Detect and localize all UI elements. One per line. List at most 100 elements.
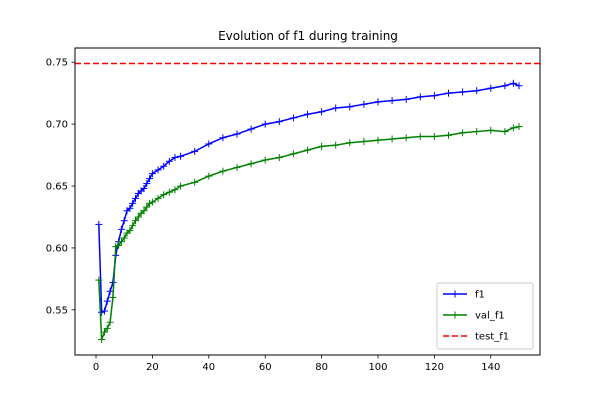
series-val-f1-point	[134, 213, 142, 221]
x-tick-label: 0	[93, 362, 99, 373]
series-val-f1-point	[247, 160, 255, 168]
legend-item-val-f1: val_f1	[443, 311, 505, 322]
series-val-f1-point	[275, 154, 283, 162]
series-val-f1-point	[402, 134, 410, 142]
series-val-f1-point	[106, 318, 114, 326]
series-f1-point	[219, 134, 227, 142]
series-f1-point	[129, 199, 137, 207]
x-tick-label: 20	[146, 362, 159, 373]
series-f1-point	[346, 103, 354, 111]
series-val-f1-point	[304, 146, 311, 154]
series-f1-point	[318, 108, 326, 116]
y-tick-label: 0.55	[46, 305, 68, 316]
series-val-f1-point	[98, 336, 106, 344]
series-val-f1-point	[430, 133, 438, 141]
series-f1-point	[304, 110, 311, 118]
legend-item-f1: f1	[443, 290, 485, 301]
series-val-f1-point	[165, 188, 173, 196]
series-val-f1-point	[416, 133, 424, 141]
series-f1-point	[261, 120, 269, 128]
plot-content	[75, 62, 540, 344]
series-val-f1-point	[191, 178, 199, 186]
series-f1-point	[487, 84, 495, 92]
chart-title: Evolution of f1 during training	[218, 29, 398, 43]
series-val-f1-point	[143, 203, 151, 211]
series-f1-point	[160, 162, 168, 170]
series-val-f1-point	[444, 131, 452, 139]
series-f1-point	[509, 79, 517, 87]
legend: f1 val_f1 test_f1	[436, 282, 534, 350]
x-tick-label: 140	[481, 362, 500, 373]
legend-box	[436, 282, 534, 350]
series-val-f1-point	[509, 124, 517, 132]
series-f1-point	[95, 220, 103, 228]
series-val-f1-point	[318, 142, 326, 150]
series-f1-point	[205, 140, 213, 148]
series-f1-point	[117, 225, 125, 233]
series-val-f1-point	[129, 222, 137, 230]
legend-item-test-f1: test_f1	[443, 332, 509, 343]
series-f1-point	[275, 118, 283, 126]
series-f1-point	[501, 82, 509, 90]
axes-frame	[74, 47, 541, 356]
series-val-f1-point	[126, 227, 134, 235]
series-val-f1-point	[120, 234, 128, 242]
series-f1-point	[191, 147, 199, 155]
series-f1-point	[146, 175, 154, 183]
series-val-f1-point	[160, 191, 168, 199]
series-f1-point	[289, 114, 297, 122]
series-val-f1-point	[233, 163, 241, 171]
series-val-f1-point	[95, 276, 103, 284]
series-val-f1-point	[346, 139, 354, 147]
series-f1-point	[374, 98, 382, 106]
series-f1-point	[100, 307, 108, 315]
series-f1-point	[332, 104, 340, 112]
series-f1-point	[360, 100, 368, 108]
series-f1-point	[388, 97, 396, 105]
x-tick-label: 80	[315, 362, 328, 373]
series-val-f1-point	[117, 238, 125, 246]
series-val-f1-point	[374, 136, 382, 144]
y-tick-label: 0.70	[46, 120, 68, 131]
axes: 0 20 40 60 80 100 120 140 0.55 0.60 0.65 0.70 0.75	[46, 47, 541, 373]
series-val-f1-point	[100, 328, 108, 336]
series-f1-point	[126, 204, 134, 212]
series-f1-point	[416, 93, 424, 101]
series-val-f1-point	[109, 293, 117, 301]
series-f1-point	[473, 87, 481, 95]
series-val-f1-point	[261, 156, 269, 164]
y-tick-label: 0.65	[46, 182, 68, 193]
legend-label-test-f1: test_f1	[475, 332, 509, 343]
series-f1-point	[402, 95, 410, 103]
series-val-f1-point	[515, 123, 523, 131]
series-val-f1-point	[103, 324, 111, 332]
series-f1-point	[103, 297, 111, 305]
series-f1-point	[131, 194, 139, 202]
y-tick-label: 0.60	[46, 243, 68, 254]
series-val-f1-point	[140, 207, 148, 215]
series-f1-line	[98, 82, 520, 314]
series-f1-point	[154, 166, 162, 174]
series-f1-point	[430, 92, 438, 100]
series-val-f1-point	[459, 129, 467, 137]
series-val-f1-point	[487, 126, 495, 134]
series-val-f1-point	[115, 241, 123, 249]
series-f1-point	[120, 217, 128, 225]
series-f1-point	[459, 88, 467, 96]
legend-label-val-f1: val_f1	[475, 311, 505, 322]
series-val-f1-point	[473, 128, 481, 136]
series-val-f1-point	[131, 217, 139, 225]
series-f1-point	[444, 89, 452, 97]
series-val-f1-point	[177, 182, 185, 190]
series-val-f1-point	[388, 135, 396, 143]
series-val-f1-point	[171, 186, 179, 194]
plot-area	[75, 62, 540, 344]
series-f1-point	[247, 125, 255, 133]
series-f1-point	[106, 287, 114, 295]
series-val-f1-point	[332, 141, 340, 149]
series-val-f1-point	[205, 172, 213, 180]
series-f1-point	[233, 130, 241, 138]
x-tick-label: 60	[259, 362, 272, 373]
x-tick-label: 120	[425, 362, 444, 373]
series-f1-point	[171, 154, 179, 162]
